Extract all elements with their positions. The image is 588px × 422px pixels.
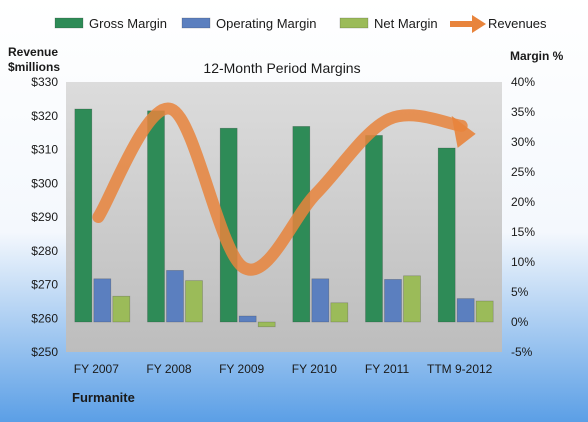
gross-margin-bar: [147, 110, 165, 323]
left-axis-label-line2: $millions: [8, 60, 60, 74]
right-tick-label: -5%: [511, 345, 533, 359]
right-tick-label: 5%: [511, 285, 529, 299]
net-margin-bar: [475, 300, 494, 323]
chart-title: 12-Month Period Margins: [203, 60, 360, 76]
operating-margin-bar: [238, 315, 257, 323]
right-tick-label: 30%: [511, 135, 535, 149]
legend-label: Revenues: [488, 16, 547, 31]
right-tick-label: 25%: [511, 165, 535, 179]
gross-margin-bar: [437, 147, 456, 323]
legend-label: Gross Margin: [89, 16, 167, 31]
legend-label: Operating Margin: [216, 16, 316, 31]
right-tick-label: 10%: [511, 255, 535, 269]
right-tick-label: 35%: [511, 105, 535, 119]
x-tick-label: TTM 9-2012: [427, 362, 493, 376]
left-axis-label-line1: Revenue: [8, 45, 58, 59]
left-tick-label: $250: [31, 345, 58, 359]
right-tick-label: 0%: [511, 315, 529, 329]
net-margin-bar: [403, 275, 421, 323]
company-name: Furmanite: [72, 390, 135, 405]
operating-margin-bar: [384, 279, 402, 323]
revenue-line-layer: [92, 102, 476, 276]
left-tick-label: $300: [31, 176, 58, 190]
legend-label: Net Margin: [374, 16, 438, 31]
revenues-line: [92, 102, 468, 276]
right-tick-label: 40%: [511, 75, 535, 89]
x-tick-label: FY 2009: [219, 362, 264, 376]
x-tick-label: FY 2008: [146, 362, 191, 376]
right-tick-label: 15%: [511, 225, 535, 239]
left-tick-label: $320: [31, 109, 58, 123]
operating-margin-bar: [93, 278, 112, 323]
x-tick-label: FY 2011: [365, 362, 410, 376]
net-margin-bar: [185, 280, 203, 323]
operating-margin-bar: [166, 270, 184, 323]
net-margin-legend-swatch: [339, 17, 369, 29]
left-tick-label: $310: [31, 143, 58, 157]
revenues-arrowhead: [451, 115, 476, 148]
revenues-legend-arrow: [472, 15, 486, 33]
operating-margin-legend-swatch: [181, 17, 211, 29]
x-tick-label: FY 2007: [74, 362, 119, 376]
left-tick-label: $280: [31, 244, 58, 258]
bars-layer: [74, 108, 494, 328]
x-tick-label: FY 2010: [292, 362, 337, 376]
right-axis-label: Margin %: [510, 49, 564, 63]
net-margin-bar: [112, 295, 131, 323]
operating-margin-bar: [311, 278, 330, 323]
axes-layer: $250 $260 $270 $280 $290 $300 $310 $320 $330 -5% 0…: [31, 75, 535, 376]
right-tick-label: 20%: [511, 195, 535, 209]
net-margin-bar: [330, 302, 349, 323]
left-tick-label: $260: [31, 311, 58, 325]
legend: Gross Margin Operating Margin Net Margin Re…: [54, 15, 547, 33]
gross-margin-bar: [365, 135, 383, 323]
operating-margin-bar: [456, 298, 475, 323]
left-tick-label: $290: [31, 210, 58, 224]
gross-margin-legend-swatch: [54, 17, 84, 29]
left-tick-label: $330: [31, 75, 58, 89]
gross-margin-bar: [74, 108, 93, 323]
left-tick-label: $270: [31, 278, 58, 292]
net-margin-bar: [257, 321, 276, 328]
